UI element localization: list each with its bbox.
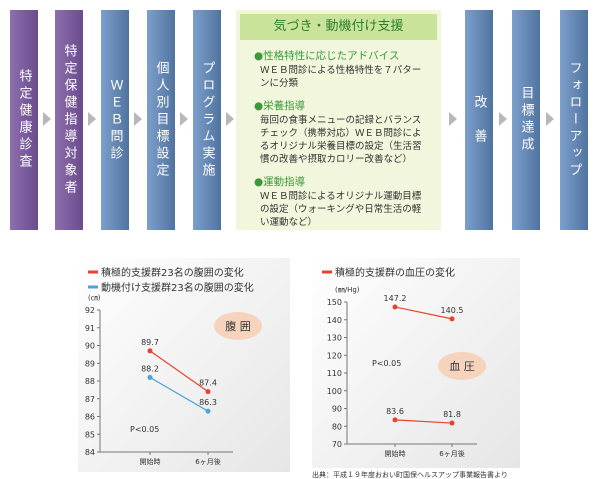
support-text: 毎回の食事メニューの記録とバランスチェック（携帯対応）ＷＥＢ問診によるオリジナル… [260,115,422,165]
data-label: 88.2 [141,364,159,373]
legend-label: 積極的支援群23名の腹囲の変化 [101,266,244,279]
y-tick-label: 91 [85,324,95,333]
y-tick-label: 88 [85,377,95,386]
y-axis-label: (㎝) [88,294,101,302]
series-line [394,306,453,320]
legend-label: 積極的支援群の血圧の変化 [335,266,455,279]
annotation: P<0.05 [130,425,159,434]
data-point [147,374,153,380]
y-tick-label: 100 [327,387,342,396]
flow-arrow [43,112,51,126]
data-label: 147.2 [384,294,407,303]
data-label: 87.4 [199,379,217,388]
x-tick-label: 6ヶ月後 [195,457,220,466]
y-tick-label: 110 [327,369,342,378]
flow-arrow [180,112,188,126]
y-tick-label: 85 [85,430,95,439]
support-title: 気づき・動機付け支援 [240,14,437,40]
y-tick-label: 130 [327,334,342,343]
flow-arrow [499,112,507,126]
y-tick-label: 89 [85,359,95,368]
y-tick-label: 150 [327,298,342,307]
flow-step: フォローアップ [560,10,588,230]
data-point [147,348,153,354]
badge: 血 圧 [449,359,475,373]
y-tick-label: 92 [85,306,95,315]
flow-arrow [226,112,234,126]
x-tick-label: 開始時 [385,449,406,458]
y-tick-label: 120 [327,351,342,360]
data-label: 83.6 [386,407,404,416]
y-tick-label: 86 [85,413,95,422]
x-tick-label: 6ヶ月後 [439,449,464,458]
support-text: ＷＥＢ問診による性格特性を７パターンに分類 [260,65,422,89]
source-note: 出典：平成１９年度おおい町国保ヘルスアップ事業報告書より [312,471,508,479]
data-point [449,420,455,426]
x-tick-label: 開始時 [140,457,161,466]
data-point [449,316,455,322]
support-box: 気づき・動機付け支援 ●性格特性に応じたアドバイス ＷＥＢ問診による性格特性を７パ… [236,10,441,230]
data-label: 89.7 [141,338,159,347]
y-tick-label: 90 [332,405,342,414]
flow-step: 目標達成 [512,10,540,230]
flow-step: 改 善 [465,10,493,230]
data-point [392,417,398,423]
series-line [394,419,453,424]
badge-bg [438,352,486,380]
support-heading: ●運動指導 [254,176,306,188]
chart-panel [78,258,290,472]
flow-arrow [449,112,457,126]
flow-step: 個人別目標設定 [147,10,175,230]
badge-bg [214,312,262,340]
y-axis-label: (㎜/Hg) [335,286,360,294]
data-label: 86.3 [199,398,217,407]
badge: 腹 囲 [225,319,251,333]
data-label: 81.8 [443,410,461,419]
support-heading: ●性格特性に応じたアドバイス [254,50,400,62]
data-point [392,304,398,310]
support-heading: ●栄養指導 [254,100,306,112]
data-point [205,408,211,414]
series-line [149,376,209,412]
flow-arrow [546,112,554,126]
data-point [205,389,211,395]
series-line [149,350,209,393]
y-tick-label: 70 [332,440,342,449]
flow-arrow [88,112,96,126]
y-tick-label: 90 [85,342,95,351]
legend-label: 動機付け支援群23名の腹囲の変化 [101,281,254,294]
support-text: ＷＥＢ問診によるオリジナル運動目標の設定（ウォーキングや日常生活の軽い運動など） [260,191,422,228]
flow-step: 特定健康診査 [10,10,38,230]
y-tick-label: 87 [85,395,95,404]
data-label: 140.5 [441,306,464,315]
flow-step: プログラム実施 [193,10,221,230]
y-tick-label: 140 [327,316,342,325]
y-tick-label: 80 [332,422,342,431]
flow-step: ＷＥＢ問診 [101,10,129,230]
y-tick-label: 84 [85,448,95,457]
chart-panel [312,258,520,468]
flow-arrow [134,112,142,126]
annotation: P<0.05 [372,359,401,368]
flow-step: 特定保健指導対象者 [55,10,83,230]
